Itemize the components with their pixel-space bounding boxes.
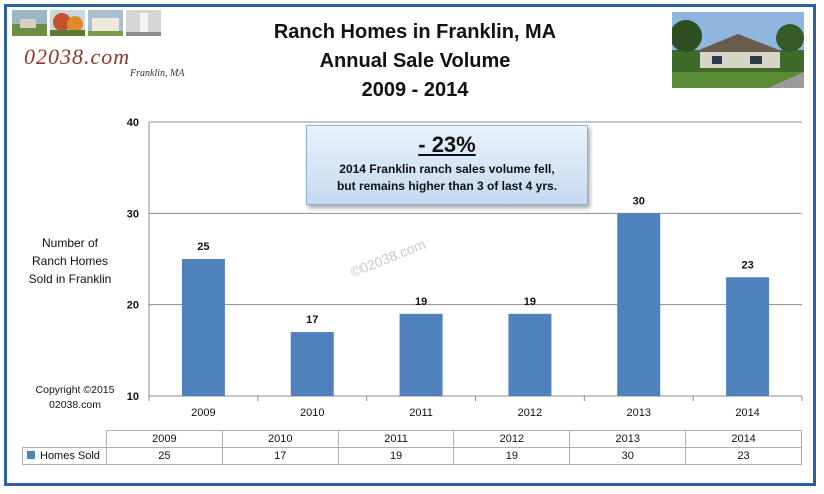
y-tick-label: 10: [127, 391, 139, 403]
data-table-value: 19: [453, 447, 571, 465]
x-tick-label: 2011: [409, 407, 433, 419]
data-table-value: 23: [685, 447, 802, 465]
legend-label: Homes Sold: [40, 450, 100, 462]
logo-town-text: Franklin, MA: [130, 68, 185, 79]
bar: [290, 332, 334, 396]
y-tick-label: 30: [127, 208, 139, 220]
title-line-2: Annual Sale Volume: [319, 50, 511, 72]
callout-percent: - 23%: [418, 132, 476, 157]
data-table-header-row: 2009 2010 2011 2012 2013 2014: [23, 430, 802, 448]
copyright-line-2: 02038.com: [49, 399, 101, 411]
x-tick-label: 2014: [735, 407, 759, 419]
y-tick-label: 40: [127, 117, 139, 129]
data-table-corner: [23, 431, 107, 448]
copyright-line-1: Copyright ©2015: [35, 384, 115, 396]
data-table-year: 2010: [221, 430, 339, 448]
logo-photo-1: [12, 10, 47, 36]
data-table-year: 2009: [106, 430, 223, 448]
title-line-1: Ranch Homes in Franklin, MA: [273, 21, 557, 43]
bar: [399, 313, 443, 396]
y-axis-title-line-3: Sold in Franklin: [28, 272, 112, 286]
data-table-value: 30: [569, 447, 687, 465]
bar: [617, 213, 661, 396]
callout-note-line-2: but remains higher than 3 of last 4 yrs.: [336, 179, 558, 193]
data-label: 17: [306, 314, 318, 326]
data-table-value: 19: [337, 447, 455, 465]
x-tick-label: 2010: [300, 407, 324, 419]
y-tick-label: 20: [127, 300, 139, 312]
data-table-year: 2013: [569, 430, 687, 448]
data-label: 25: [197, 241, 209, 253]
logo-photo-4: [126, 10, 161, 36]
logo-site-text: 02038.com: [24, 44, 131, 69]
legend-swatch: [27, 451, 35, 459]
data-table-value: 17: [221, 447, 339, 465]
callout-note: 2014 Franklin ranch sales volume fell, b…: [307, 161, 587, 195]
data-table-year: 2011: [337, 430, 455, 448]
data-table-year: 2012: [453, 430, 571, 448]
data-label: 23: [741, 259, 753, 271]
bar: [508, 313, 552, 396]
copyright-note: Copyright ©2015 02038.com: [20, 383, 130, 413]
data-table: 2009 2010 2011 2012 2013 2014 Homes Sold…: [22, 430, 802, 465]
data-table-year: 2014: [685, 430, 802, 448]
bar: [181, 259, 225, 396]
house-photo: [672, 12, 804, 88]
legend-entry: Homes Sold: [22, 447, 107, 465]
title-line-3: 2009 - 2014: [361, 79, 469, 101]
data-label: 19: [415, 296, 427, 308]
data-label: 19: [524, 296, 536, 308]
bar: [726, 277, 770, 396]
data-table-value: 25: [106, 447, 223, 465]
site-logo: 02038.com Franklin, MA: [12, 10, 192, 86]
x-tick-label: 2013: [627, 407, 651, 419]
y-axis-title-line-2: Ranch Homes: [31, 254, 109, 268]
callout-note-line-1: 2014 Franklin ranch sales volume fell,: [339, 162, 555, 176]
y-axis-title: Number of Ranch Homes Sold in Franklin: [18, 234, 122, 288]
logo-photos: [12, 10, 192, 36]
logo-photo-2: [50, 10, 85, 36]
x-tick-label: 2012: [518, 407, 542, 419]
y-axis-title-line-1: Number of: [41, 236, 99, 250]
chart-title: Ranch Homes in Franklin, MA Annual Sale …: [200, 18, 630, 105]
callout-box: - 23% 2014 Franklin ranch sales volume f…: [306, 125, 588, 205]
logo-photo-3: [88, 10, 123, 36]
x-tick-label: 2009: [191, 407, 215, 419]
data-table-value-row: Homes Sold 25 17 19 19 30 23: [22, 447, 802, 465]
data-label: 30: [633, 195, 645, 207]
